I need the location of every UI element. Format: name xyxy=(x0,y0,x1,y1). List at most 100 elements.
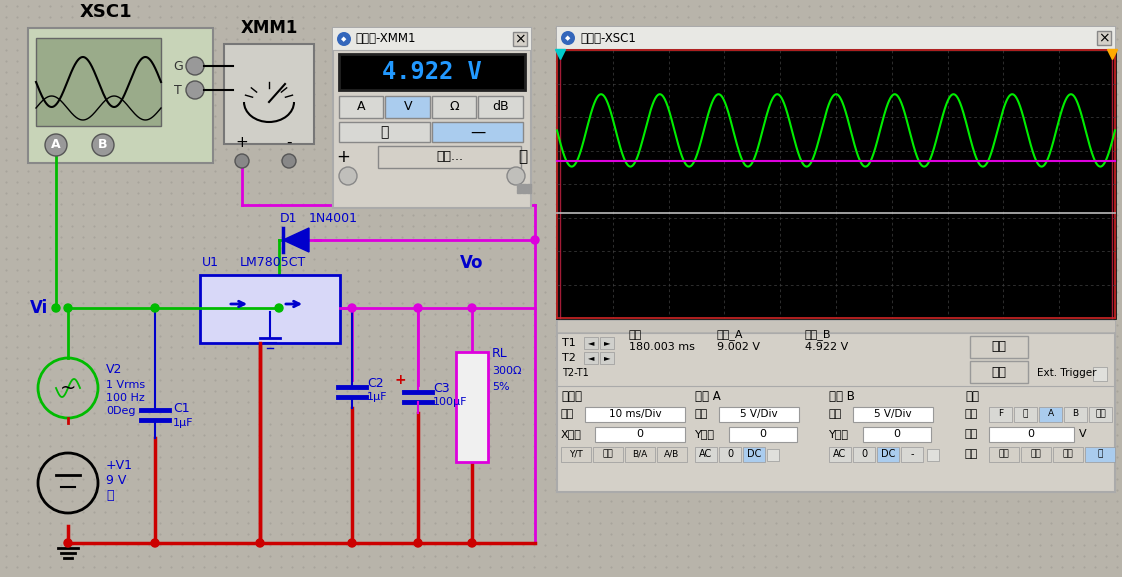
Text: 设置...: 设置... xyxy=(436,151,463,163)
Text: +V1: +V1 xyxy=(105,459,134,472)
Text: 比例: 比例 xyxy=(561,409,574,419)
Text: DC: DC xyxy=(881,449,895,459)
Bar xyxy=(927,449,939,461)
Text: C3: C3 xyxy=(433,382,450,395)
Text: X位置: X位置 xyxy=(561,429,582,439)
Bar xyxy=(1014,407,1037,422)
Bar xyxy=(333,28,531,208)
Circle shape xyxy=(256,539,264,547)
Bar xyxy=(1054,447,1083,462)
Text: +: + xyxy=(337,148,350,166)
Text: 无: 无 xyxy=(1097,449,1103,459)
Text: T2-T1: T2-T1 xyxy=(562,368,589,378)
Circle shape xyxy=(186,57,204,75)
Bar xyxy=(1085,447,1115,462)
Text: 通道_A: 通道_A xyxy=(717,329,744,340)
Text: 边沿: 边沿 xyxy=(965,409,978,419)
Circle shape xyxy=(64,539,72,547)
Bar xyxy=(695,447,717,462)
Bar xyxy=(1064,407,1087,422)
Text: XSC1: XSC1 xyxy=(80,3,131,21)
Text: A: A xyxy=(357,100,366,114)
Bar xyxy=(557,320,1115,332)
Circle shape xyxy=(561,31,574,45)
Text: 9.002 V: 9.002 V xyxy=(717,342,760,352)
Bar xyxy=(478,96,523,118)
Bar xyxy=(339,96,384,118)
Bar xyxy=(729,427,797,442)
Text: 时间: 时间 xyxy=(629,330,642,340)
Bar xyxy=(853,407,934,422)
Circle shape xyxy=(186,81,204,99)
Text: Y位置: Y位置 xyxy=(829,429,849,439)
Bar xyxy=(386,96,430,118)
Text: 触发: 触发 xyxy=(965,389,980,403)
Circle shape xyxy=(414,539,422,547)
Text: ×: × xyxy=(1098,31,1110,45)
Text: Vo: Vo xyxy=(460,254,484,272)
Text: 1 Vrms: 1 Vrms xyxy=(105,380,145,390)
Text: A: A xyxy=(52,138,61,152)
Text: 反向: 反向 xyxy=(992,340,1006,354)
Text: —: — xyxy=(470,125,485,140)
Circle shape xyxy=(64,304,72,312)
Text: 4.922 V: 4.922 V xyxy=(383,60,481,84)
Circle shape xyxy=(339,167,357,185)
Text: V2: V2 xyxy=(105,363,122,376)
Text: Vi: Vi xyxy=(30,299,48,317)
Text: ◄: ◄ xyxy=(588,354,595,362)
Bar xyxy=(456,352,488,462)
Text: ~: ~ xyxy=(59,379,76,398)
Bar xyxy=(829,447,850,462)
Bar xyxy=(743,447,765,462)
Bar xyxy=(988,407,1012,422)
Bar xyxy=(1097,31,1111,45)
Text: 0: 0 xyxy=(760,429,766,439)
Bar xyxy=(583,337,598,349)
Bar xyxy=(719,407,799,422)
Text: 通道 B: 通道 B xyxy=(829,389,855,403)
Bar xyxy=(585,407,686,422)
Text: 0: 0 xyxy=(727,449,733,459)
Text: 万用表-XMM1: 万用表-XMM1 xyxy=(355,32,415,46)
Text: +: + xyxy=(236,135,248,150)
Bar xyxy=(561,447,591,462)
Text: 1μF: 1μF xyxy=(173,418,193,428)
Bar xyxy=(1093,367,1107,381)
Bar xyxy=(28,28,213,163)
Circle shape xyxy=(531,236,539,244)
Text: AC: AC xyxy=(834,449,847,459)
Text: C2: C2 xyxy=(367,377,384,390)
Text: ×: × xyxy=(514,32,526,46)
Text: 10 ms/Div: 10 ms/Div xyxy=(609,409,661,419)
Bar xyxy=(971,361,1028,383)
Bar xyxy=(557,27,1115,492)
Text: 0: 0 xyxy=(893,429,901,439)
Text: 4.922 V: 4.922 V xyxy=(804,342,848,352)
Text: Y/T: Y/T xyxy=(569,449,582,459)
Bar xyxy=(339,54,525,90)
Bar xyxy=(1021,447,1051,462)
Text: 0: 0 xyxy=(861,449,867,459)
Text: dB: dB xyxy=(493,100,509,114)
Circle shape xyxy=(151,539,159,547)
Circle shape xyxy=(507,167,525,185)
Circle shape xyxy=(234,154,249,168)
Text: 0: 0 xyxy=(1028,429,1034,439)
Polygon shape xyxy=(283,228,309,252)
Text: ►: ► xyxy=(604,339,610,347)
Text: RL: RL xyxy=(493,347,508,360)
Text: 1μF: 1μF xyxy=(367,392,387,402)
Text: Ext. Trigger: Ext. Trigger xyxy=(1037,368,1096,378)
Text: B: B xyxy=(1073,410,1078,418)
Text: ◄: ◄ xyxy=(588,339,595,347)
Circle shape xyxy=(52,304,59,312)
Text: 时间轴: 时间轴 xyxy=(561,389,582,403)
Text: G: G xyxy=(173,59,183,73)
Text: 加载: 加载 xyxy=(603,449,614,459)
Text: C1: C1 xyxy=(173,402,190,415)
Text: 0Deg: 0Deg xyxy=(105,406,136,416)
Text: DC: DC xyxy=(747,449,761,459)
Bar xyxy=(600,337,614,349)
Circle shape xyxy=(337,32,351,46)
